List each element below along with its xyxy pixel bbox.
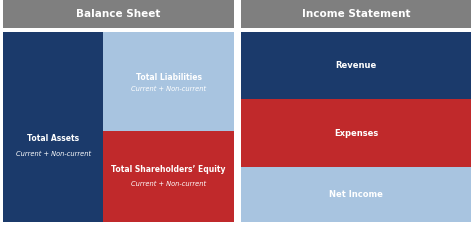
Text: Revenue: Revenue — [336, 61, 377, 70]
Bar — [241, 167, 471, 222]
Text: Net Income: Net Income — [329, 190, 383, 199]
Text: Current + Non-current: Current + Non-current — [16, 151, 91, 157]
Bar — [241, 99, 471, 167]
Bar — [103, 131, 234, 222]
Text: Total Shareholders’ Equity: Total Shareholders’ Equity — [111, 165, 226, 174]
Text: Income Statement: Income Statement — [302, 9, 410, 19]
Bar — [3, 32, 103, 222]
Bar — [241, 32, 471, 99]
Bar — [3, 0, 234, 28]
Text: Total Liabilities: Total Liabilities — [136, 73, 202, 82]
Bar — [103, 32, 234, 131]
Text: Balance Sheet: Balance Sheet — [76, 9, 161, 19]
Text: Total Assets: Total Assets — [27, 134, 79, 143]
Text: Current + Non-current: Current + Non-current — [131, 181, 206, 187]
Text: Expenses: Expenses — [334, 129, 378, 138]
Text: Current + Non-current: Current + Non-current — [131, 86, 206, 92]
Bar — [241, 0, 471, 28]
